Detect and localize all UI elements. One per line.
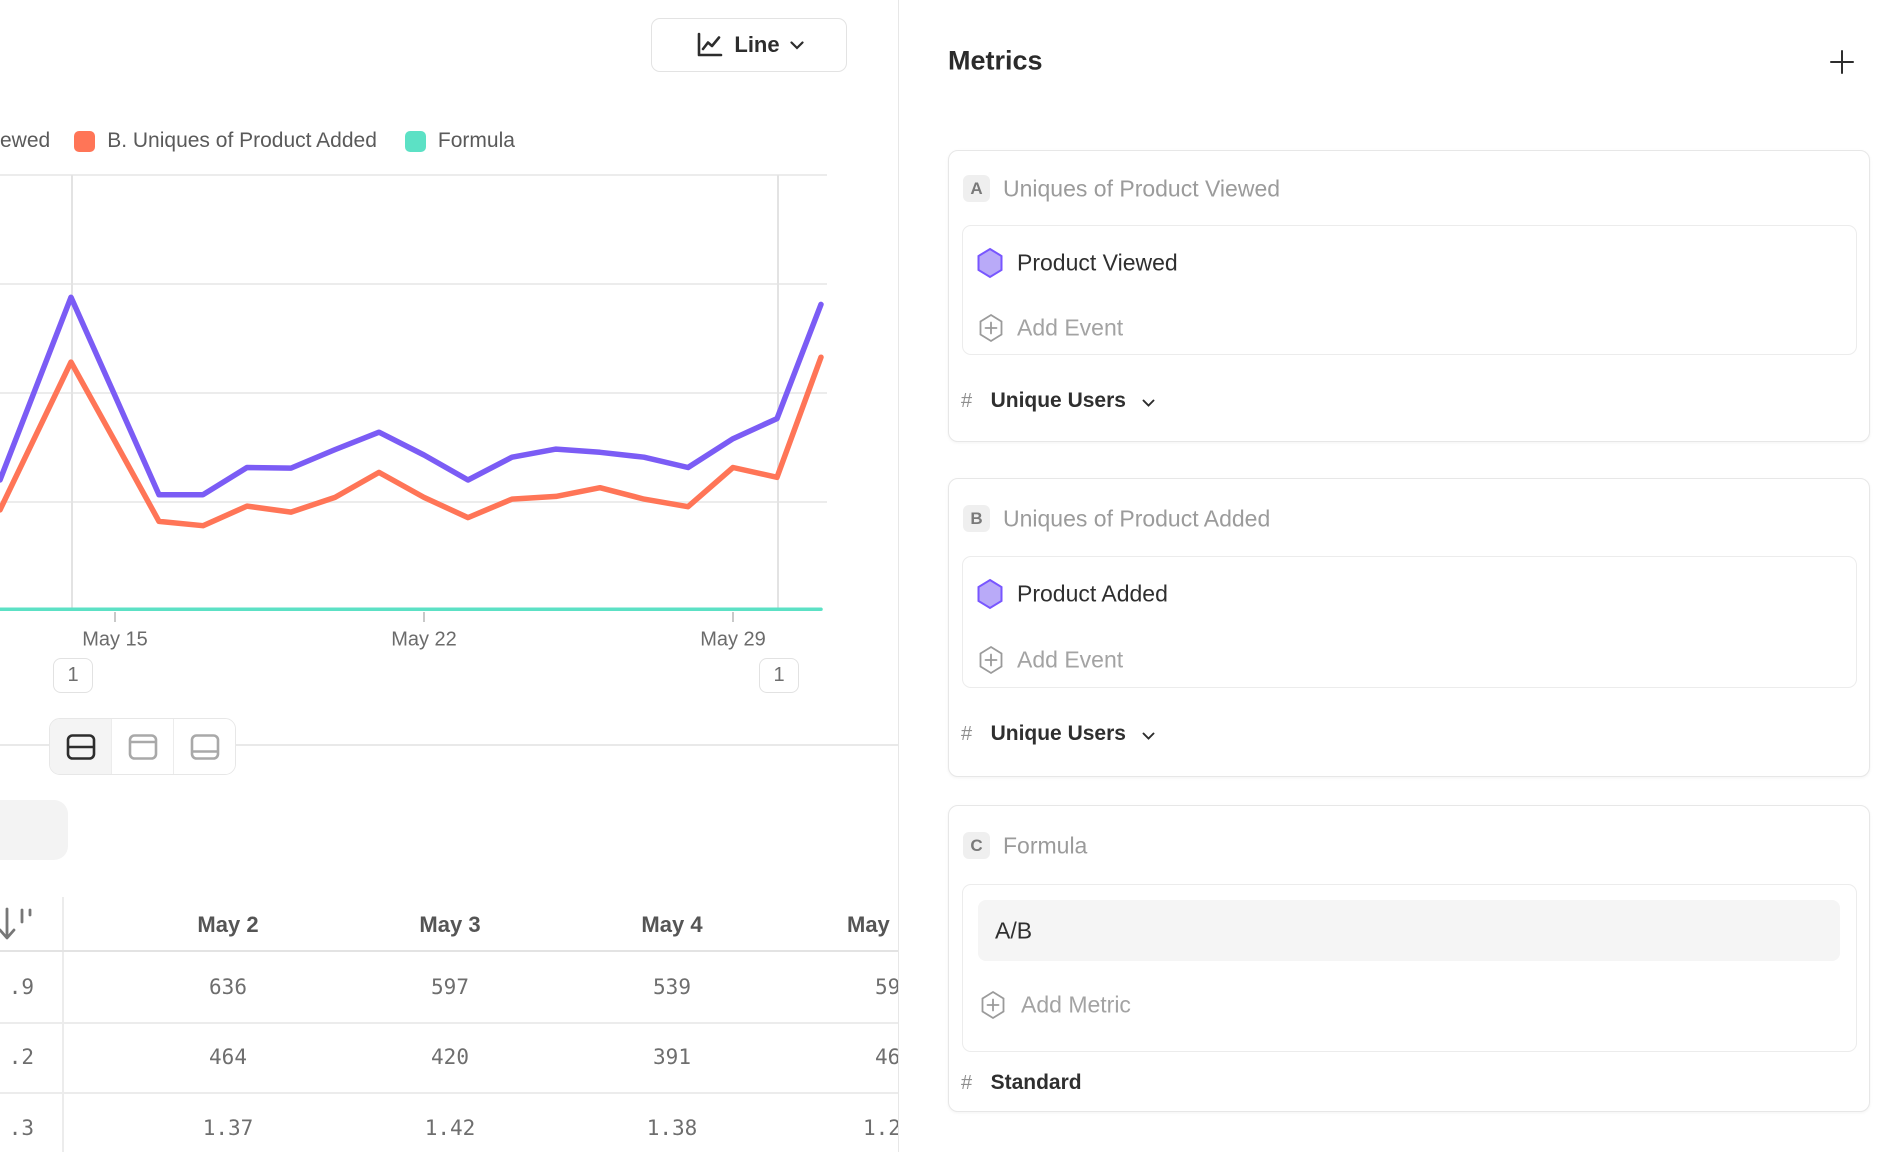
annotation-badge[interactable]: 1 <box>759 658 799 693</box>
row-separator <box>0 1092 898 1094</box>
table-cell: 1.42 <box>424 1116 476 1140</box>
metric-card-title: Uniques of Product Viewed <box>1003 175 1281 202</box>
add-metric-button[interactable]: Add Metric <box>1021 991 1131 1018</box>
layout-table-only-button[interactable] <box>173 719 235 774</box>
add-event-button[interactable]: Add Event <box>1017 646 1124 673</box>
add-metric-hexagon-icon <box>981 990 1005 1020</box>
table-cell: 59 <box>875 975 898 999</box>
chart-type-button[interactable]: Line <box>651 18 847 72</box>
x-axis-ticks <box>114 612 734 622</box>
add-event-hexagon-icon <box>979 313 1003 343</box>
event-hexagon-icon <box>977 578 1003 610</box>
metric-badge: B <box>963 505 990 532</box>
measure-dropdown[interactable]: # Standard <box>961 1071 1082 1095</box>
row-separator <box>0 1022 898 1024</box>
table-cell: 539 <box>653 975 691 999</box>
x-tick-label: May 22 <box>391 628 457 651</box>
formula-input[interactable]: A/B <box>978 900 1840 961</box>
hash-icon: # <box>961 1072 973 1094</box>
table-cell: 420 <box>431 1045 469 1069</box>
table-cell: 464 <box>209 1045 247 1069</box>
header-separator <box>0 950 898 952</box>
event-name[interactable]: Product Viewed <box>1017 249 1178 276</box>
table-cell: 1.37 <box>202 1116 254 1140</box>
event-name[interactable]: Product Added <box>1017 580 1168 607</box>
measure-dropdown[interactable]: # Unique Users <box>961 722 1155 746</box>
hash-icon: # <box>961 723 973 745</box>
series-line[interactable] <box>0 354 824 529</box>
chart-type-label: Line <box>734 32 780 57</box>
table-cell: 1.38 <box>646 1116 698 1140</box>
table-cell: 636 <box>209 975 247 999</box>
line-chart[interactable] <box>0 150 840 628</box>
chevron-down-icon <box>1142 732 1155 740</box>
x-tick-label: May 29 <box>700 628 766 651</box>
metric-card-title: Formula <box>1003 832 1088 859</box>
annotation-badge[interactable]: 1 <box>53 658 93 693</box>
legend-swatch-orange <box>74 130 96 152</box>
measure-label: Unique Users <box>990 722 1126 745</box>
chevron-down-icon <box>790 40 804 50</box>
table-cell: 46 <box>875 1045 898 1069</box>
legend-item-a-label[interactable]: ewed <box>0 129 51 152</box>
layout-split-button[interactable] <box>50 719 111 774</box>
metric-card-c[interactable]: C Formula A/B Add Metric # Standard <box>948 805 1870 1112</box>
line-chart-icon <box>694 30 724 60</box>
metric-card-b[interactable]: B Uniques of Product Added Product Added… <box>948 478 1870 777</box>
layout-chart-only-button[interactable] <box>111 719 173 774</box>
add-event-button[interactable]: Add Event <box>1017 314 1124 341</box>
metric-badge: A <box>963 175 990 202</box>
column-header[interactable]: May <box>847 912 890 937</box>
column-separator <box>62 897 64 1152</box>
event-box: Product Added Add Event <box>962 556 1857 688</box>
annotation-lines <box>71 175 779 610</box>
event-hexagon-icon <box>977 247 1003 279</box>
measure-label: Unique Users <box>990 389 1126 412</box>
chart-gridlines <box>0 174 827 503</box>
metric-badge: C <box>963 832 990 859</box>
column-header[interactable]: May 2 <box>197 912 259 937</box>
measure-dropdown[interactable]: # Unique Users <box>961 389 1155 413</box>
x-tick-label: May 15 <box>82 628 148 651</box>
table-cell: 597 <box>431 975 469 999</box>
hash-icon: # <box>961 390 973 412</box>
bottom-bar-view-icon <box>189 733 221 761</box>
formula-value: A/B <box>995 917 1033 943</box>
chevron-down-icon <box>1142 399 1155 407</box>
table-cell: 391 <box>653 1045 691 1069</box>
top-bar-view-icon <box>127 733 159 761</box>
section-divider <box>0 744 898 746</box>
event-box: Product Viewed Add Event <box>962 225 1857 355</box>
legend-item-b-label[interactable]: B. Uniques of Product Added <box>107 129 377 152</box>
layout-toggle-group <box>49 718 236 775</box>
measure-label: Standard <box>990 1071 1082 1094</box>
split-view-icon <box>65 733 97 761</box>
legend-item-formula-label[interactable]: Formula <box>437 129 515 152</box>
metric-card-title: Uniques of Product Added <box>1003 505 1271 532</box>
column-header[interactable]: May 4 <box>641 912 703 937</box>
column-header[interactable]: May 3 <box>419 912 481 937</box>
table-cell: .9 <box>8 975 34 999</box>
series-line[interactable] <box>0 294 824 498</box>
table-cell: .2 <box>8 1045 34 1069</box>
formula-box: A/B Add Metric <box>962 884 1857 1052</box>
metric-card-a[interactable]: A Uniques of Product Viewed Product View… <box>948 150 1870 442</box>
table-cell: 1.2 <box>863 1116 898 1140</box>
truncated-control[interactable] <box>0 800 68 860</box>
sort-descending-icon[interactable] <box>0 904 34 946</box>
table-cell: .3 <box>8 1116 34 1140</box>
legend-swatch-teal <box>404 130 426 152</box>
add-event-hexagon-icon <box>979 645 1003 675</box>
chart-table-region: Line ewed B. Uniques of Product Added Fo… <box>0 0 898 1152</box>
chart-legend: ewed B. Uniques of Product Added Formula <box>0 129 515 153</box>
panel-title: Metrics <box>948 45 1043 76</box>
panel-divider <box>898 0 899 1152</box>
add-metric-plus-icon[interactable] <box>1828 48 1856 76</box>
